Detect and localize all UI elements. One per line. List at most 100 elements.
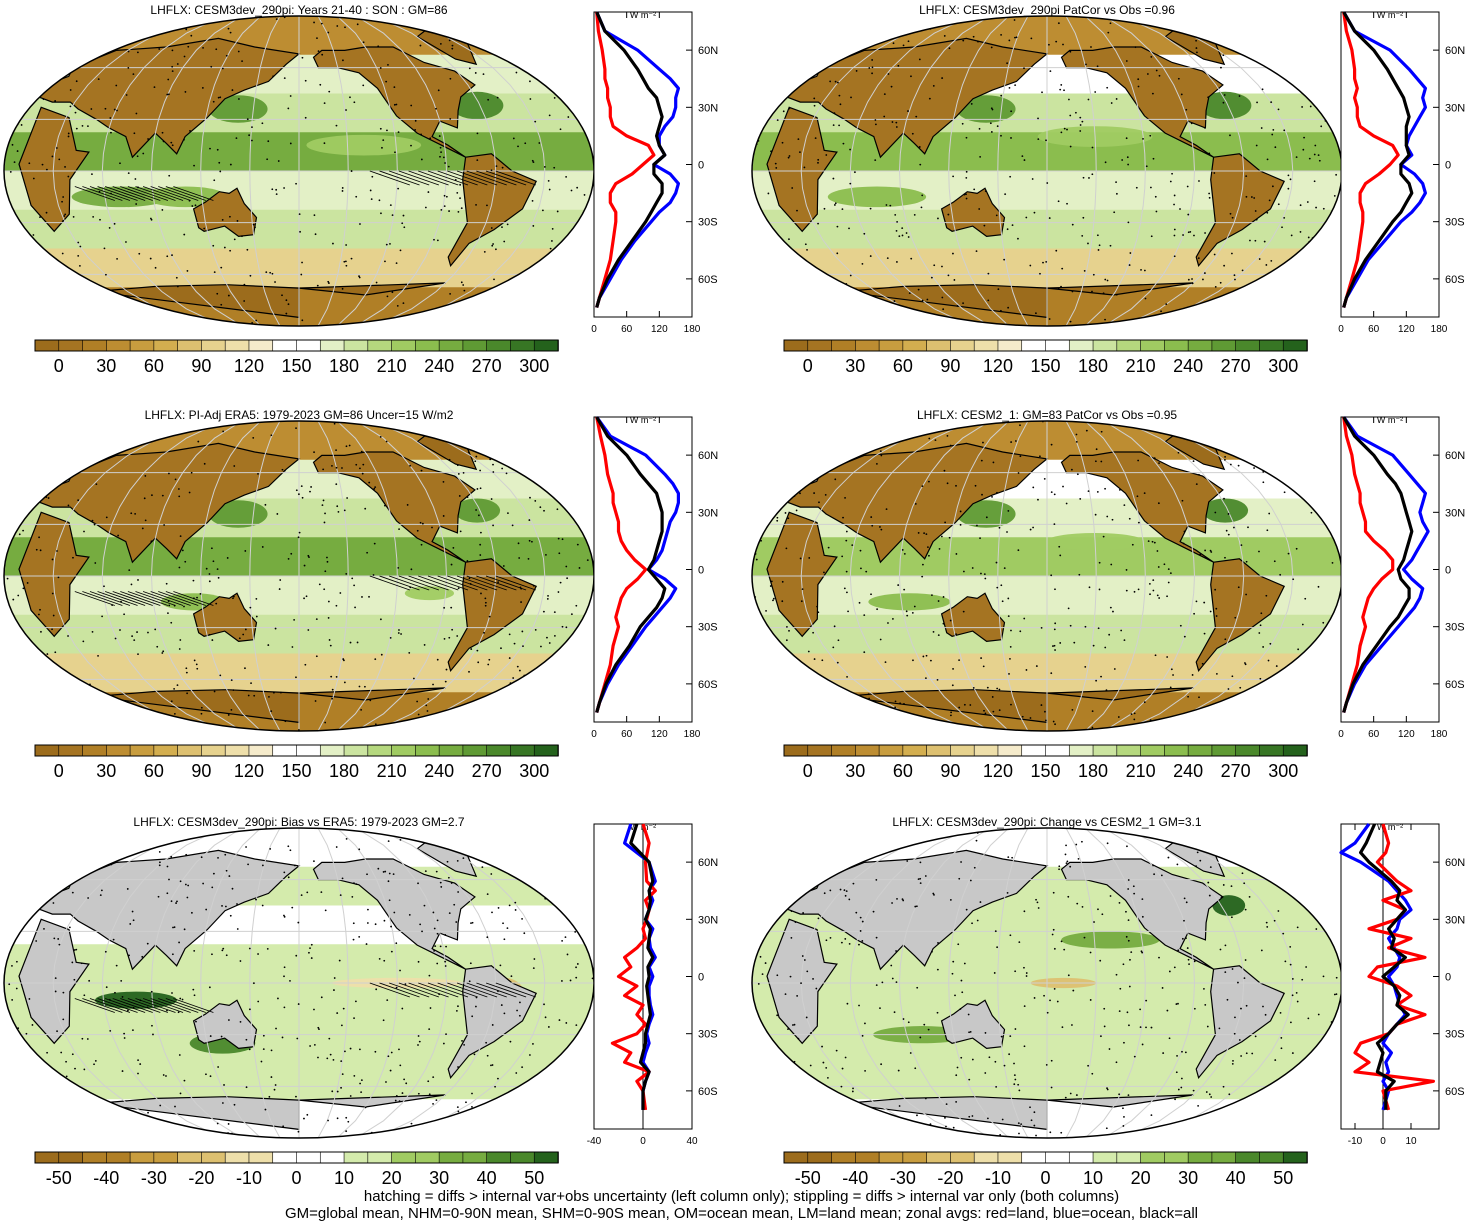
stipple-dot — [1163, 563, 1166, 566]
stipple-dot — [490, 498, 493, 500]
colorbar-label: 10 — [334, 1168, 354, 1188]
colorbar-label: 0 — [803, 356, 813, 376]
stipple-dot — [245, 1038, 248, 1041]
stipple-dot — [1029, 717, 1032, 719]
stipple-dot — [1202, 278, 1204, 281]
stipple-dot — [1303, 427, 1306, 430]
stipple-dot — [1180, 1077, 1183, 1080]
stipple-dot — [404, 983, 407, 986]
stipple-dot — [838, 94, 841, 97]
stipple-dot — [390, 1051, 393, 1054]
stipple-dot — [235, 137, 238, 139]
stipple-dot — [941, 77, 944, 79]
stipple-dot — [965, 170, 968, 173]
stipple-dot — [565, 175, 568, 178]
hatch-line — [158, 591, 199, 606]
stipple-dot — [565, 626, 568, 629]
stipple-dot — [554, 493, 557, 496]
stipple-dot — [484, 597, 487, 600]
stipple-dot — [361, 472, 364, 475]
graticule-lon — [336, 16, 398, 326]
stipple-dot — [63, 215, 66, 217]
stipple-dot — [769, 585, 772, 587]
stipple-dot — [130, 583, 133, 586]
stipple-dot — [1030, 37, 1033, 40]
stipple-dot — [880, 528, 883, 531]
stipple-dot — [1013, 1062, 1015, 1065]
stipple-dot — [996, 586, 999, 589]
stipple-dot — [1295, 547, 1298, 550]
stipple-dot — [189, 130, 191, 132]
colorbar-label: 60 — [893, 356, 913, 376]
stipple-dot — [262, 1034, 265, 1037]
stipple-dot — [56, 279, 59, 281]
stipple-dot — [239, 1020, 242, 1023]
colorbar-cell — [486, 1151, 512, 1164]
stipple-dot — [540, 1103, 543, 1106]
stipple-dot — [992, 710, 995, 713]
stipple-dot — [1119, 987, 1122, 990]
stipple-dot — [508, 657, 511, 659]
stipple-dot — [1277, 203, 1280, 206]
stipple-dot — [948, 47, 951, 50]
stipple-dot — [127, 66, 130, 69]
stipple-dot — [173, 713, 176, 715]
stipple-dot — [360, 729, 363, 731]
stipple-dot — [796, 995, 799, 997]
stipple-dot — [21, 1136, 24, 1138]
stipple-dot — [297, 1130, 300, 1133]
stipple-dot — [1187, 695, 1189, 698]
stipple-dot — [77, 241, 80, 244]
stipple-dot — [933, 264, 936, 267]
stipple-dot — [1131, 543, 1134, 546]
stipple-dot — [202, 46, 204, 49]
stipple-dot — [551, 240, 553, 242]
stipple-dot — [989, 122, 992, 125]
stipple-dot — [797, 56, 799, 59]
stipple-dot — [1186, 947, 1189, 949]
stipple-dot — [458, 495, 461, 497]
stipple-dot — [140, 849, 143, 852]
stipple-dot — [5, 937, 8, 940]
stipple-dot — [39, 549, 42, 552]
stipple-dot — [375, 281, 378, 284]
colorbar-cell — [272, 1151, 298, 1164]
field-feature — [1212, 895, 1246, 916]
stipple-dot — [217, 856, 219, 859]
graticule-lon — [997, 828, 1029, 1138]
stipple-dot — [257, 1000, 260, 1003]
stipple-dot — [1060, 940, 1063, 943]
stipple-dot — [552, 421, 555, 422]
stipple-dot — [320, 891, 323, 894]
stipple-dot — [476, 132, 479, 135]
stipple-dot — [19, 467, 22, 470]
stipple-dot — [897, 1069, 900, 1072]
stipple-dot — [133, 132, 136, 135]
hatch-line — [437, 575, 478, 591]
stipple-dot — [301, 56, 304, 59]
stipple-dot — [825, 939, 828, 942]
stipple-dot — [369, 189, 372, 192]
stipple-dot — [553, 301, 556, 304]
stipple-dot — [901, 898, 904, 901]
stipple-dot — [265, 271, 268, 274]
stipple-dot — [123, 613, 126, 616]
stipple-dot — [221, 1102, 224, 1104]
stipple-dot — [1003, 567, 1006, 570]
stipple-dot — [136, 155, 139, 158]
stipple-dot — [1253, 324, 1255, 326]
stipple-dot — [217, 96, 220, 99]
stipple-dot — [167, 93, 170, 96]
stipple-dot — [518, 669, 521, 672]
stipple-dot — [356, 23, 359, 26]
stipple-dot — [860, 567, 862, 570]
stipple-dot — [1177, 949, 1180, 952]
stipple-dot — [996, 491, 998, 494]
continent-australia — [192, 187, 258, 238]
stipple-dot — [763, 1084, 766, 1086]
colorbar-cell — [58, 744, 84, 757]
stipple-dot — [555, 1114, 558, 1117]
stipple-dot — [127, 172, 130, 175]
stipple-dot — [175, 429, 178, 432]
stipple-dot — [1108, 1048, 1111, 1050]
